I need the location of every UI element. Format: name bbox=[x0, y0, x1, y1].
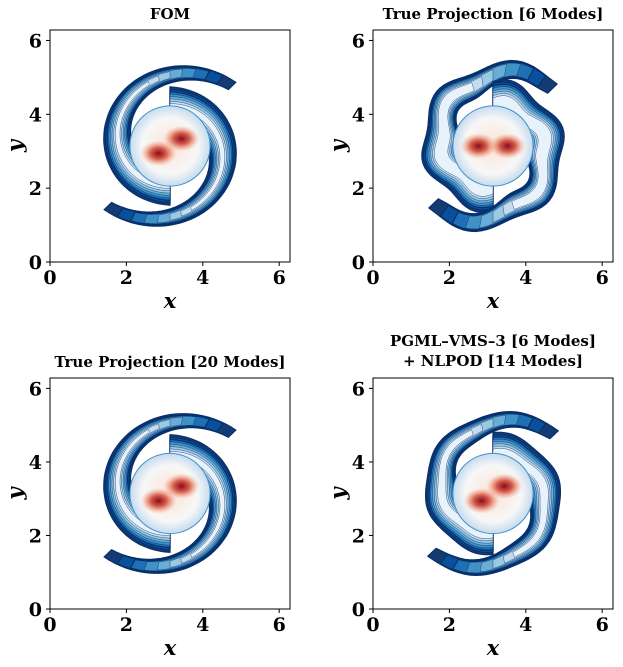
y-tick-label: 4 bbox=[352, 104, 365, 126]
x-tick-label: 0 bbox=[366, 614, 379, 636]
core-peak bbox=[163, 125, 200, 152]
y-tick-label: 6 bbox=[29, 378, 42, 400]
panel: 0 2 4 6 0 2 4 6 x y FOM bbox=[2, 5, 291, 313]
y-axis-label: y bbox=[325, 138, 350, 153]
x-tick-label: 6 bbox=[273, 267, 286, 289]
y-tick-label: 2 bbox=[352, 525, 365, 547]
x-axis-label: x bbox=[486, 635, 500, 660]
chart-title: True Projection [20 Modes] bbox=[54, 353, 285, 371]
panel: 0 2 4 6 0 2 4 6 x y True Projection [20 Modes] bbox=[2, 353, 291, 660]
chart-title: FOM bbox=[150, 5, 190, 23]
x-axis-label: x bbox=[486, 288, 500, 313]
y-tick-label: 0 bbox=[29, 252, 42, 274]
panel: 0 2 4 6 0 2 4 6 x y True Projection [6 Modes] bbox=[325, 5, 614, 313]
y-tick-label: 0 bbox=[352, 599, 365, 621]
x-tick-label: 0 bbox=[366, 267, 379, 289]
x-axis-label: x bbox=[163, 635, 177, 660]
x-tick-label: 6 bbox=[596, 267, 609, 289]
y-tick-label: 2 bbox=[29, 178, 42, 200]
y-tick-label: 0 bbox=[352, 252, 365, 274]
y-tick-label: 2 bbox=[352, 178, 365, 200]
core-peak bbox=[489, 133, 526, 159]
x-tick-label: 6 bbox=[273, 614, 286, 636]
x-tick-label: 6 bbox=[596, 614, 609, 636]
axes-frame bbox=[49, 29, 291, 263]
x-axis-label: x bbox=[163, 288, 177, 313]
x-tick-label: 2 bbox=[120, 267, 133, 289]
y-axis-label: y bbox=[2, 486, 27, 501]
x-tick-label: 0 bbox=[43, 614, 56, 636]
contour bbox=[169, 103, 225, 211]
y-axis-label: y bbox=[325, 486, 350, 501]
core-peak bbox=[140, 140, 177, 167]
y-tick-label: 4 bbox=[29, 452, 42, 474]
y-tick-label: 2 bbox=[29, 525, 42, 547]
x-tick-label: 2 bbox=[120, 614, 133, 636]
y-tick-label: 6 bbox=[352, 378, 365, 400]
core-peak bbox=[140, 488, 177, 514]
chart-title: + NLPOD [14 Modes] bbox=[403, 352, 583, 370]
contour bbox=[169, 451, 225, 558]
chart-title: PGML–VMS–3 [6 Modes] bbox=[390, 332, 596, 350]
x-tick-label: 0 bbox=[43, 267, 56, 289]
core-peak bbox=[460, 133, 497, 159]
axes-frame bbox=[372, 377, 614, 610]
core-peak bbox=[486, 473, 523, 499]
core-peak bbox=[463, 488, 500, 514]
x-tick-label: 4 bbox=[519, 614, 532, 636]
x-tick-label: 2 bbox=[443, 267, 456, 289]
panel: 0 2 4 6 0 2 4 6 x y PGML–VMS–3 [6 Modes] + NLPOD [1… bbox=[325, 332, 614, 660]
y-tick-label: 4 bbox=[29, 104, 42, 126]
y-tick-label: 6 bbox=[352, 30, 365, 52]
y-tick-label: 6 bbox=[29, 30, 42, 52]
y-axis-label: y bbox=[2, 138, 27, 153]
y-tick-label: 0 bbox=[29, 599, 42, 621]
chart-title: True Projection [6 Modes] bbox=[383, 5, 604, 23]
contour bbox=[115, 429, 171, 536]
y-tick-label: 4 bbox=[352, 452, 365, 474]
x-tick-label: 2 bbox=[443, 614, 456, 636]
x-tick-label: 4 bbox=[196, 267, 209, 289]
x-tick-label: 4 bbox=[519, 267, 532, 289]
axes-frame bbox=[372, 29, 614, 263]
core-peak bbox=[163, 473, 200, 499]
x-tick-label: 4 bbox=[196, 614, 209, 636]
contour bbox=[115, 81, 171, 189]
axes-frame bbox=[49, 377, 291, 610]
